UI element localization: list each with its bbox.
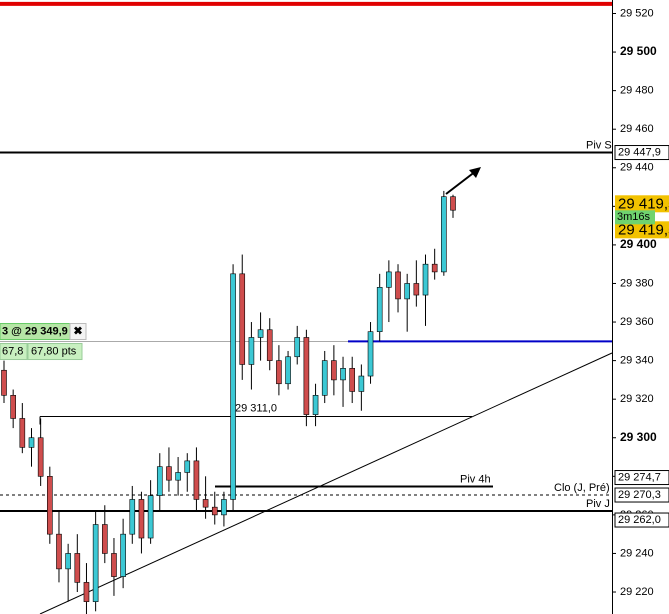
candle-body [129, 499, 136, 535]
y-tick-label: 29 380 [620, 277, 654, 289]
level-name: Piv J [586, 498, 610, 510]
y-tick-label: 29 460 [620, 123, 654, 135]
candle-body [74, 553, 81, 583]
candle-body [230, 273, 236, 500]
level-name: Piv S [586, 139, 612, 151]
candle-body [257, 329, 264, 338]
candle-body [450, 196, 456, 211]
level-name: Piv 4h [460, 473, 491, 485]
y-tick-label: 29 400 [620, 237, 657, 251]
candle-body [37, 437, 44, 477]
candle-body [56, 533, 62, 570]
candle-body [166, 466, 172, 481]
candle-body [349, 368, 356, 392]
trend-line [39, 352, 613, 614]
candle-body [239, 273, 246, 365]
candle-body [111, 553, 117, 577]
level-box [614, 512, 669, 528]
y-tick-label: 29 220 [620, 586, 654, 598]
candle-body [303, 337, 310, 415]
candle-body [1, 369, 7, 396]
position-label: 3 @ 29 349,9 [2, 325, 68, 337]
candle-body [28, 437, 35, 448]
close-button[interactable] [69, 323, 87, 341]
arrow-head [469, 167, 481, 178]
candle-body [19, 418, 26, 448]
candle-body [65, 553, 71, 570]
level-value: 29 262,0 [618, 514, 661, 526]
candle-body [147, 495, 154, 539]
timer-label: 3m16s [617, 211, 651, 223]
level-value: 29 270,3 [618, 489, 661, 501]
candle-body [321, 360, 328, 396]
timer-box [615, 210, 655, 225]
level-box [614, 487, 669, 503]
candle-body [441, 196, 447, 273]
marker-label: 29 311,0 [235, 402, 277, 414]
candle-body [138, 499, 145, 539]
candle-body [431, 263, 438, 273]
candle-body [83, 582, 90, 602]
y-tick-label: 29 480 [620, 85, 654, 97]
candle-body [202, 499, 209, 508]
candle-body [312, 395, 319, 415]
pnl-box [0, 343, 28, 361]
candle-body [211, 506, 218, 516]
candle-body [120, 533, 126, 577]
y-tick-label: 29 240 [620, 547, 654, 559]
price-label: 29 419,5 [618, 221, 669, 238]
candle-body [193, 460, 200, 500]
level-box [614, 470, 669, 486]
candle-body [376, 287, 383, 332]
level-value: 29 274,7 [618, 471, 661, 483]
close-icon[interactable]: ✖ [73, 325, 82, 337]
candle-body [413, 283, 420, 296]
candle-body [266, 329, 273, 361]
candle-body [404, 283, 410, 300]
price-box [615, 221, 669, 239]
y-tick-label: 29 520 [620, 7, 654, 19]
candle-body [294, 337, 301, 358]
level-box [614, 145, 669, 161]
y-tick-label: 29 500 [620, 44, 657, 58]
level-name: Clo (J, Pré) [554, 482, 610, 494]
pts-label: 67,80 pts [31, 345, 77, 357]
candle-body [358, 375, 365, 392]
y-tick-label: 29 340 [620, 355, 654, 367]
candle-body [395, 271, 401, 300]
candle-body [331, 360, 337, 381]
candle-body [221, 499, 227, 516]
level-value: 29 447,9 [618, 146, 661, 158]
arrow-shaft [445, 170, 477, 195]
candle-body [285, 356, 291, 385]
candle-body [47, 476, 53, 535]
pnl-label: 67,8 [2, 345, 23, 357]
candle-body [175, 472, 181, 481]
y-tick-label: 29 440 [620, 162, 654, 174]
price-box [615, 195, 669, 213]
candle-body [422, 263, 429, 296]
price-label: 29 419,5 [618, 195, 669, 212]
pts-box [27, 343, 83, 361]
candle-body [10, 395, 16, 419]
candle-body [101, 524, 108, 554]
y-tick-label: 29 360 [620, 316, 654, 328]
candle-body [156, 466, 163, 496]
candle-body [386, 271, 392, 288]
candle-body [276, 360, 282, 385]
candle-body [184, 460, 191, 473]
y-tick-label: 29 300 [620, 430, 657, 444]
candle-body [367, 331, 374, 377]
candle-body [340, 368, 346, 381]
candle-body [248, 337, 255, 365]
y-tick-label: 29 320 [620, 393, 654, 405]
candle-body [92, 524, 99, 602]
